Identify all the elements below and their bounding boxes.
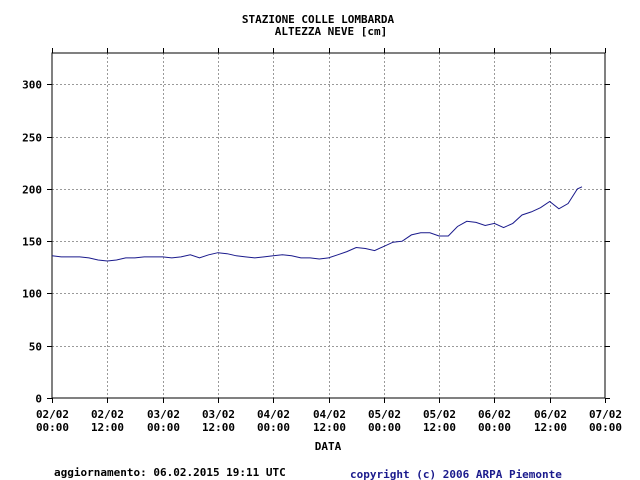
x-tick-label-time: 12:00: [202, 421, 235, 434]
x-tick-label-date: 04/02: [257, 408, 290, 421]
y-tick-label: 0: [35, 393, 42, 406]
x-tick-label-date: 05/02: [423, 408, 456, 421]
x-tick-label-time: 12:00: [91, 421, 124, 434]
copyright-notice: copyright (c) 2006 ARPA Piemonte: [350, 468, 562, 480]
x-axis: 02/0200:0002/0212:0003/0200:0003/0212:00…: [36, 48, 622, 434]
y-tick-label: 250: [22, 132, 42, 145]
x-tick-label-date: 06/02: [534, 408, 567, 421]
x-tick-label-date: 04/02: [313, 408, 346, 421]
x-tick-label-date: 06/02: [478, 408, 511, 421]
chart-title: STAZIONE COLLE LOMBARDA: [242, 13, 395, 26]
x-tick-label-date: 03/02: [147, 408, 180, 421]
plot-area-frame: [51, 52, 606, 399]
x-tick-label-date: 05/02: [368, 408, 401, 421]
grid-lines: [52, 53, 605, 398]
x-tick-label-time: 00:00: [147, 421, 180, 434]
y-tick-label: 300: [22, 79, 42, 92]
x-axis-label: DATA: [315, 440, 342, 453]
x-tick-label-time: 12:00: [423, 421, 456, 434]
y-tick-label: 50: [29, 341, 42, 354]
x-tick-label-time: 00:00: [589, 421, 622, 434]
snow-depth-line: [51, 186, 583, 262]
x-tick-label-date: 02/02: [91, 408, 124, 421]
y-tick-label: 150: [22, 236, 42, 249]
x-tick-label-time: 00:00: [368, 421, 401, 434]
update-timestamp: aggiornamento: 06.02.2015 19:11 UTC: [54, 466, 286, 479]
x-tick-label-time: 00:00: [478, 421, 511, 434]
x-tick-label-date: 02/02: [36, 408, 69, 421]
x-tick-label-time: 00:00: [257, 421, 290, 434]
y-tick-label: 200: [22, 184, 42, 197]
chart-subtitle: ALTEZZA NEVE [cm]: [275, 25, 388, 38]
y-axis: 0 50 100 150 200 250 300: [22, 79, 610, 406]
x-tick-label-date: 03/02: [202, 408, 235, 421]
x-tick-label-time: 00:00: [36, 421, 69, 434]
y-tick-label: 100: [22, 288, 42, 301]
x-tick-label-time: 12:00: [313, 421, 346, 434]
x-tick-label-date: 07/02: [589, 408, 622, 421]
x-tick-label-time: 12:00: [534, 421, 567, 434]
